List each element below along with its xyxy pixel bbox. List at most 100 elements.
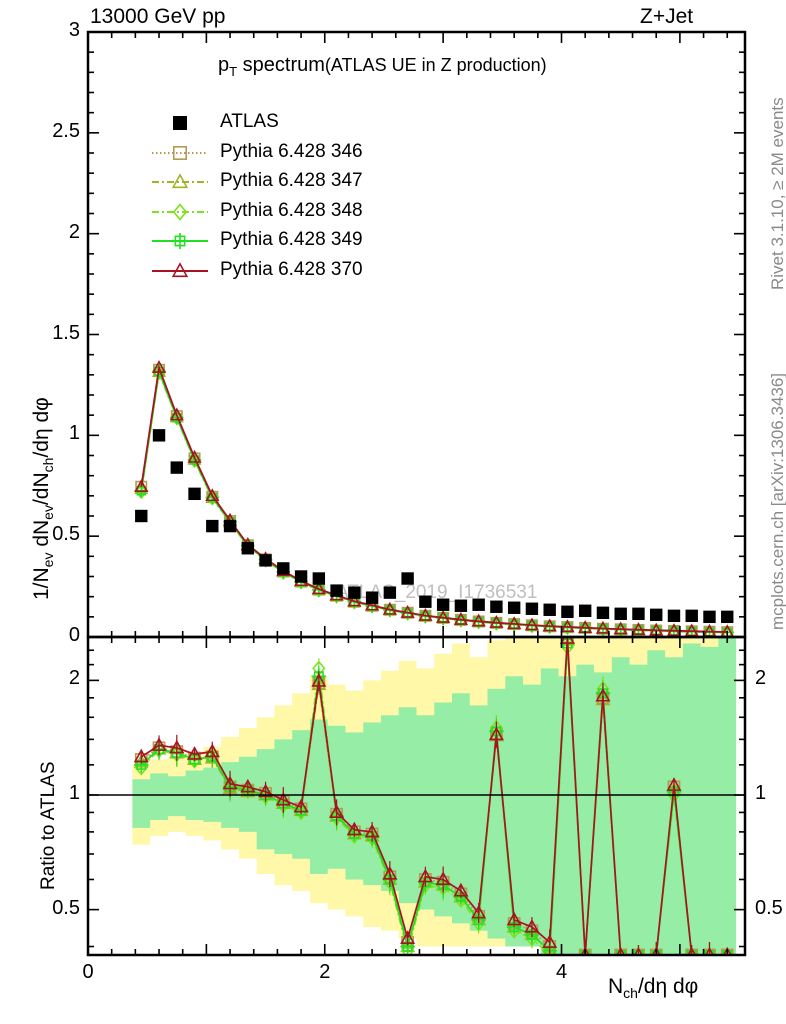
data-marker — [365, 597, 380, 611]
ratio-y-tick-label: 0.5 — [52, 896, 80, 919]
data-marker — [489, 615, 504, 628]
data-marker — [277, 562, 290, 575]
data-marker — [152, 429, 166, 442]
data-marker — [436, 609, 451, 623]
legend-label: Pythia 6.428 347 — [220, 170, 363, 191]
data-marker — [311, 581, 326, 595]
data-marker — [293, 798, 309, 813]
data-marker — [187, 449, 202, 463]
data-marker — [258, 783, 274, 798]
data-marker — [133, 748, 149, 763]
data-marker — [542, 618, 557, 632]
ratio-panel-data — [133, 637, 735, 955]
data-marker — [171, 173, 189, 189]
data-marker — [365, 591, 379, 604]
series-line — [140, 367, 728, 634]
legend-label: ATLAS — [220, 111, 279, 132]
plot-title: pT spectrum(ATLAS UE in Z production) — [218, 54, 547, 79]
plot-title-sub: T — [229, 64, 238, 79]
data-marker — [169, 407, 184, 421]
data-marker — [206, 519, 219, 533]
data-marker — [400, 604, 415, 618]
ratio-y-tick-label-right: 1 — [755, 782, 767, 804]
data-marker — [490, 600, 503, 613]
data-marker — [560, 619, 575, 633]
data-marker — [667, 609, 681, 623]
x-tick-label: 4 — [555, 961, 568, 983]
series-line — [140, 364, 728, 633]
data-marker — [524, 617, 539, 631]
data-marker — [471, 904, 487, 919]
data-marker — [347, 593, 362, 607]
data-marker — [400, 930, 416, 945]
data-marker — [294, 570, 308, 583]
data-marker — [171, 232, 189, 250]
legend-label: Pythia 6.428 346 — [220, 140, 363, 162]
data-marker — [703, 610, 716, 624]
main-y-tick-label: 1 — [68, 422, 80, 445]
data-marker — [684, 623, 699, 637]
ratio-series-line — [140, 646, 728, 955]
main-y-tick-label: 1.5 — [52, 321, 80, 344]
main-y-tick-label: 3 — [68, 19, 80, 41]
data-marker — [631, 622, 646, 635]
data-marker — [382, 865, 398, 880]
uncertainty-band-inner — [132, 637, 737, 955]
ratio-y-tick-label-right: 0.5 — [755, 896, 783, 919]
main-y-tick-label: 2 — [68, 220, 80, 243]
data-marker — [525, 602, 539, 615]
legend-label: Pythia 6.428 370 — [220, 258, 363, 280]
data-marker — [596, 606, 610, 619]
data-marker — [578, 604, 592, 617]
data-marker — [543, 603, 556, 616]
data-marker — [595, 687, 611, 702]
data-marker — [595, 620, 611, 634]
data-marker — [454, 599, 468, 612]
legend-label: Pythia 6.428 348 — [220, 199, 363, 221]
x-tick-label: 0 — [82, 961, 94, 983]
data-marker — [382, 601, 397, 615]
data-marker — [364, 823, 380, 838]
main-y-tick-label: 2.5 — [52, 119, 80, 142]
legend-swatch — [152, 173, 208, 189]
ratio-y-tick-label: 1 — [68, 782, 80, 804]
ratio-y-tick-label-right: 2 — [755, 667, 767, 690]
data-marker — [561, 605, 574, 618]
data-marker — [614, 607, 627, 621]
ratio-panel-frame — [86, 635, 747, 957]
data-marker — [205, 488, 220, 502]
data-marker — [151, 737, 167, 751]
data-marker — [524, 918, 540, 933]
legend-swatch — [152, 232, 208, 250]
legend-swatch — [152, 145, 208, 160]
data-marker — [135, 509, 148, 523]
data-marker — [435, 871, 451, 886]
data-marker — [188, 487, 201, 501]
ratio-y-tick-label: 2 — [68, 667, 80, 690]
data-marker — [329, 804, 345, 818]
data-marker — [507, 616, 522, 630]
data-marker — [169, 739, 185, 754]
data-marker — [650, 608, 663, 622]
data-marker — [419, 595, 432, 608]
legend-swatch — [152, 261, 208, 277]
data-marker — [240, 778, 256, 793]
data-marker — [721, 610, 734, 624]
data-marker — [259, 554, 272, 567]
data-marker — [171, 261, 189, 277]
data-marker — [471, 613, 486, 627]
ratio-series-line — [140, 643, 728, 955]
plot-title-paren: (ATLAS UE in Z production) — [324, 55, 547, 75]
data-marker — [204, 743, 220, 758]
data-marker — [348, 586, 361, 599]
legend-label: Pythia 6.428 349 — [220, 229, 363, 250]
data-marker — [666, 777, 682, 791]
series-line — [140, 369, 728, 634]
data-marker — [134, 479, 149, 492]
data-marker — [170, 461, 183, 474]
plot-title-spectrum: spectrum — [237, 54, 325, 76]
data-marker — [417, 868, 433, 883]
series-line — [140, 366, 728, 634]
data-marker — [506, 911, 522, 926]
